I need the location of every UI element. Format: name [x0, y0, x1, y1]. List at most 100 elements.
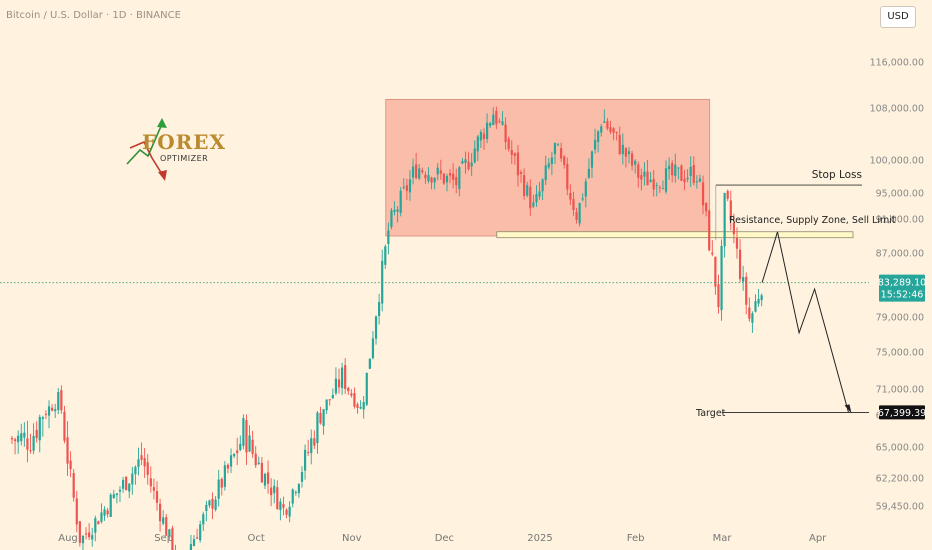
- candle-body: [356, 404, 359, 408]
- candle-body: [711, 252, 714, 255]
- candle-body: [131, 473, 134, 485]
- candle-body: [572, 199, 575, 211]
- candle-body: [523, 175, 526, 197]
- candles-group: [10, 106, 763, 550]
- candle-body: [88, 532, 91, 538]
- candle-body: [618, 134, 621, 154]
- candle-body: [20, 433, 23, 442]
- candle-body: [288, 506, 291, 517]
- candle-body: [282, 504, 285, 508]
- candle-body: [563, 156, 566, 165]
- stop-loss-label: Stop Loss: [812, 169, 862, 181]
- candle-body: [254, 453, 257, 466]
- candle-body: [78, 521, 81, 543]
- candle-body: [112, 494, 115, 498]
- candle-body: [279, 501, 282, 511]
- candle-body: [677, 167, 680, 169]
- candle-body: [430, 177, 433, 183]
- candle-body: [17, 435, 20, 443]
- candle-body: [109, 494, 112, 517]
- y-axis-tick-label: 116,000.00: [870, 58, 924, 69]
- candle-body: [415, 164, 418, 179]
- candle-body: [381, 260, 384, 304]
- candle-body: [41, 417, 44, 419]
- candle-body: [634, 160, 637, 165]
- target-price-badge: [879, 405, 925, 420]
- candle-body: [655, 185, 658, 187]
- candle-body: [60, 390, 63, 411]
- candle-body: [32, 435, 35, 451]
- candle-body: [239, 443, 242, 451]
- candle-body: [257, 462, 260, 464]
- candle-body: [575, 211, 578, 221]
- candle-body: [322, 409, 325, 427]
- candle-body: [421, 170, 424, 173]
- x-axis-tick-label: Feb: [627, 533, 645, 544]
- candle-body: [729, 200, 732, 221]
- candle-body: [470, 162, 473, 167]
- candle-body: [408, 179, 412, 193]
- candle-body: [630, 153, 634, 166]
- candle-body: [47, 406, 51, 416]
- candle-body: [23, 432, 26, 438]
- candle-body: [717, 284, 720, 308]
- candle-body: [393, 209, 396, 212]
- candle-body: [26, 438, 29, 450]
- candle-body: [13, 439, 17, 442]
- candle-body: [310, 438, 313, 454]
- target-price-value: 67,399.39: [878, 408, 926, 419]
- candle-body: [168, 529, 171, 536]
- candle-body: [479, 132, 483, 141]
- y-axis-tick-label: 108,000.00: [870, 104, 924, 115]
- candle-body: [162, 517, 165, 524]
- candle-body: [735, 237, 739, 249]
- candle-body: [751, 313, 754, 323]
- candle-body: [10, 438, 14, 440]
- candle-body: [303, 449, 307, 471]
- candle-body: [507, 138, 510, 150]
- candle-body: [489, 123, 492, 126]
- candle-body: [526, 185, 529, 196]
- candle-body: [337, 379, 341, 388]
- candle-body: [245, 420, 248, 453]
- candle-body: [643, 171, 646, 177]
- candle-body: [621, 144, 624, 155]
- candle-body: [140, 455, 143, 460]
- candle-body: [732, 222, 735, 235]
- currency-button[interactable]: USD: [880, 6, 916, 28]
- logo-text-top: FOREX: [142, 130, 227, 154]
- candle-body: [510, 149, 513, 155]
- candle-body: [661, 188, 665, 190]
- candle-body: [353, 393, 356, 407]
- candle-body: [680, 165, 683, 181]
- y-axis-tick-label: 87,000.00: [876, 249, 924, 260]
- candle-body: [467, 161, 470, 170]
- supply-zone-rectangle: [385, 98, 711, 237]
- candle-body: [745, 276, 748, 305]
- candle-body: [226, 464, 230, 469]
- logo-text-bottom: OPTIMIZER: [160, 154, 209, 163]
- candle-body: [75, 498, 78, 525]
- candle-body: [671, 163, 674, 176]
- candle-body: [532, 202, 535, 207]
- candle-body: [742, 277, 745, 282]
- candle-body: [340, 367, 344, 388]
- candle-body: [359, 406, 362, 409]
- candle-body: [593, 139, 597, 150]
- candle-body: [242, 418, 245, 446]
- candle-body: [455, 177, 458, 186]
- candle-body: [94, 518, 97, 533]
- candle-body: [199, 524, 202, 541]
- candle-body: [297, 484, 301, 494]
- candle-body: [664, 168, 668, 192]
- candle-body: [418, 168, 421, 179]
- candle-body: [720, 245, 723, 311]
- candle-body: [652, 179, 655, 190]
- candle-body: [482, 133, 486, 140]
- candle-body: [66, 437, 69, 464]
- candle-body: [473, 148, 476, 163]
- candle-body: [701, 182, 705, 206]
